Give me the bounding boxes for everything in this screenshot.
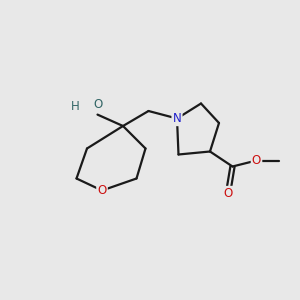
- Text: O: O: [252, 154, 261, 167]
- Text: N: N: [172, 112, 182, 125]
- Text: O: O: [98, 184, 106, 197]
- Text: H: H: [71, 100, 80, 113]
- Text: O: O: [93, 98, 102, 112]
- Text: O: O: [224, 187, 232, 200]
